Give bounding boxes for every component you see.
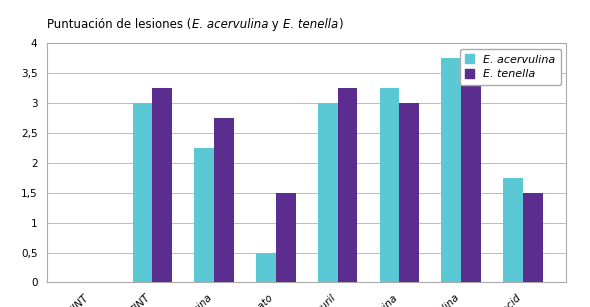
Bar — [337, 88, 358, 282]
Text: E. acervulina: E. acervulina — [192, 18, 268, 31]
Bar — [276, 193, 296, 282]
Bar — [133, 103, 152, 282]
Bar — [194, 148, 214, 282]
Bar — [152, 88, 172, 282]
Bar — [523, 193, 543, 282]
Text: Puntuación de lesiones (: Puntuación de lesiones ( — [47, 18, 192, 31]
Bar — [214, 118, 234, 282]
Bar — [399, 103, 419, 282]
Bar — [318, 103, 337, 282]
Text: E. tenella: E. tenella — [283, 18, 338, 31]
Bar — [503, 178, 523, 282]
Bar — [256, 252, 276, 282]
Bar — [380, 88, 399, 282]
Text: y: y — [268, 18, 283, 31]
Bar — [461, 73, 481, 282]
Legend: E. acervulina, E. tenella: E. acervulina, E. tenella — [460, 49, 561, 85]
Bar — [441, 58, 461, 282]
Text: ): ) — [338, 18, 342, 31]
